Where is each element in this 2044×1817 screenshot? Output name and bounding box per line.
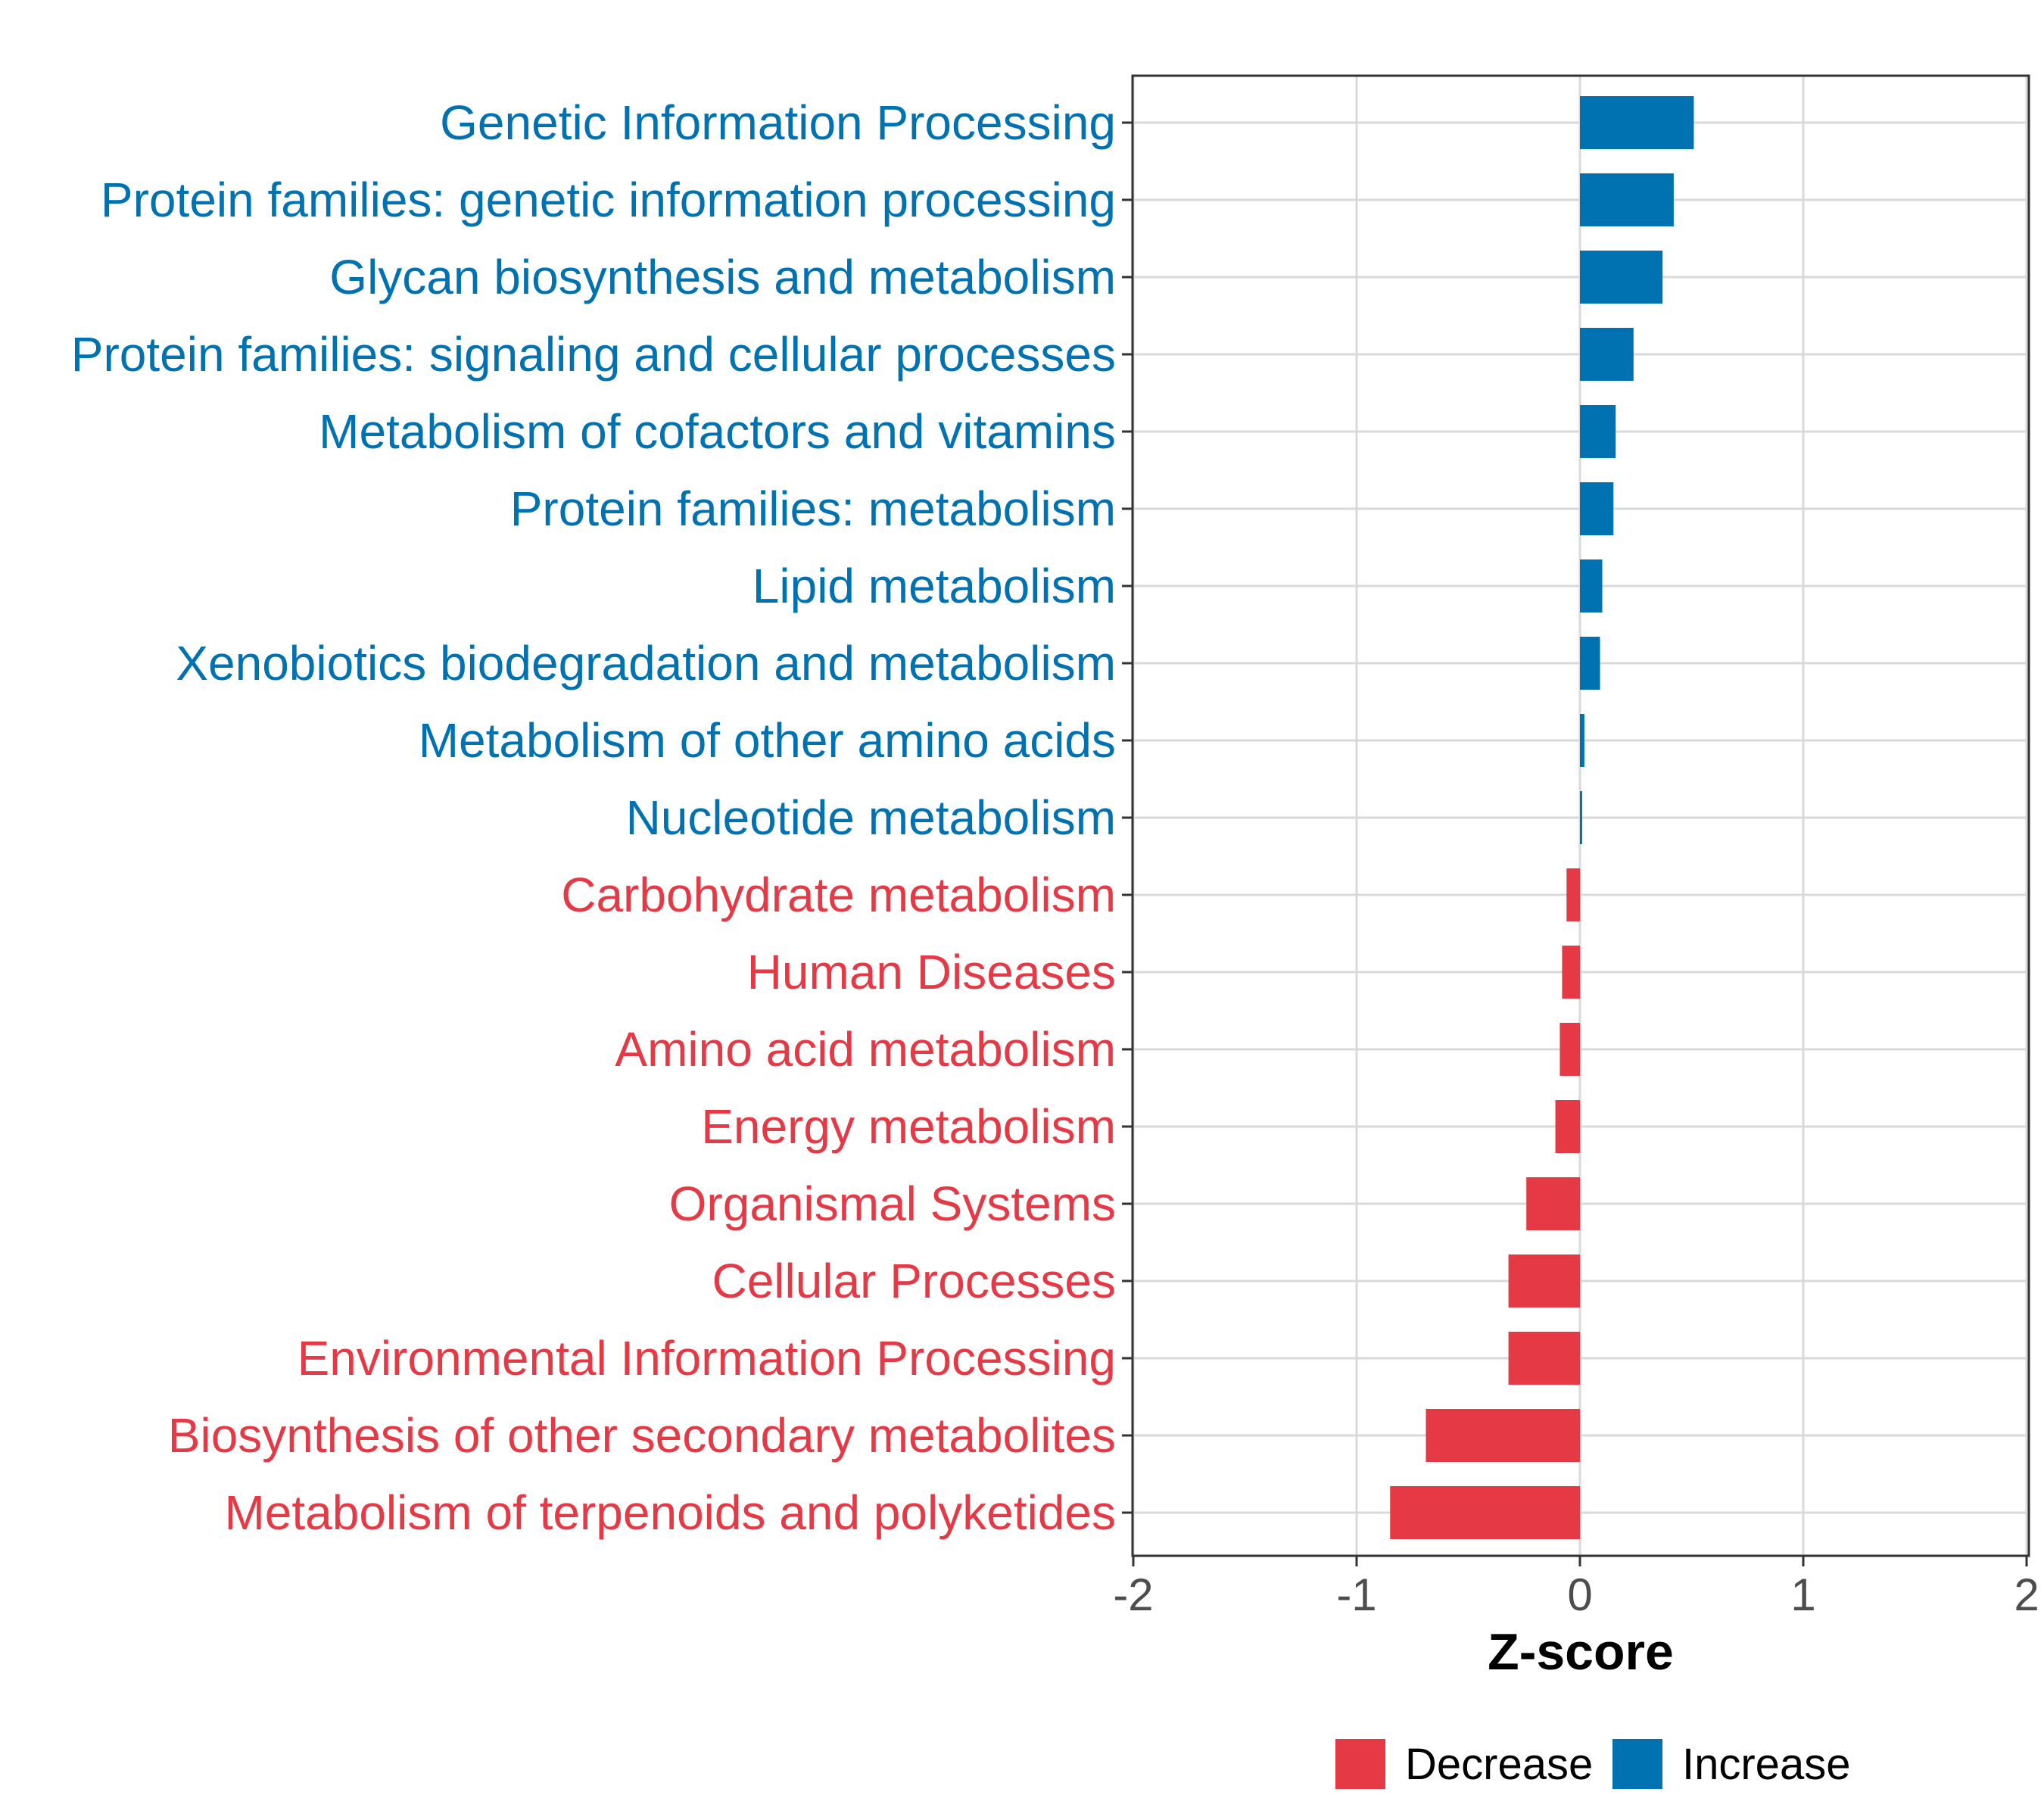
x-tick-label: 2	[2014, 1569, 2039, 1620]
legend: Decrease Increase	[1335, 1739, 1850, 1789]
x-tick-label: 1	[1790, 1569, 1815, 1620]
bar	[1580, 251, 1663, 304]
legend-swatch	[1612, 1739, 1662, 1789]
x-tick-label: -1	[1336, 1569, 1376, 1620]
bar	[1555, 1100, 1580, 1153]
category-label: Xenobiotics biodegradation and metabolis…	[176, 636, 1116, 690]
bar	[1508, 1254, 1580, 1307]
category-label: Metabolism of other amino acids	[419, 713, 1116, 768]
x-axis: -2 -1 0 1 2	[1113, 121, 2039, 1620]
bar	[1508, 1332, 1580, 1385]
bar	[1580, 482, 1614, 535]
bar	[1562, 946, 1580, 999]
category-label: Protein families: genetic information pr…	[101, 173, 1116, 227]
x-tick-label: 0	[1567, 1569, 1592, 1620]
category-label: Energy metabolism	[701, 1099, 1116, 1154]
category-label: Cellular Processes	[712, 1254, 1116, 1308]
bar	[1580, 405, 1616, 458]
category-label: Human Diseases	[747, 945, 1116, 999]
category-label: Amino acid metabolism	[615, 1022, 1116, 1077]
bar	[1559, 1023, 1580, 1076]
category-label: Environmental Information Processing	[298, 1331, 1116, 1385]
category-label: Organismal Systems	[669, 1177, 1116, 1231]
x-axis-title: Z-score	[1488, 1623, 1674, 1681]
category-label: Glycan biosynthesis and metabolism	[329, 250, 1116, 304]
category-label: Lipid metabolism	[752, 559, 1116, 613]
bars	[1390, 96, 1694, 1539]
legend-label: Increase	[1682, 1740, 1850, 1789]
category-label: Protein families: metabolism	[510, 482, 1116, 536]
bar	[1426, 1409, 1580, 1462]
legend-label: Decrease	[1405, 1740, 1593, 1789]
bar	[1580, 714, 1584, 767]
bar	[1580, 328, 1634, 381]
category-label: Biosynthesis of other secondary metaboli…	[168, 1408, 1116, 1463]
category-labels: Genetic Information Processing Protein fa…	[71, 95, 1116, 1540]
bar	[1580, 637, 1600, 690]
category-label: Metabolism of terpenoids and polyketides	[224, 1485, 1116, 1540]
category-label: Protein families: signaling and cellular…	[71, 327, 1116, 382]
category-label: Genetic Information Processing	[440, 95, 1116, 150]
bar	[1526, 1177, 1580, 1230]
category-label: Carbohydrate metabolism	[561, 868, 1116, 922]
bar	[1580, 173, 1674, 226]
bar	[1580, 96, 1694, 149]
legend-swatch	[1335, 1739, 1385, 1789]
bar	[1390, 1486, 1580, 1539]
x-tick-label: -2	[1113, 1569, 1153, 1620]
bar	[1580, 559, 1603, 612]
bar	[1566, 868, 1580, 921]
category-label: Metabolism of cofactors and vitamins	[319, 404, 1116, 459]
category-label: Nucleotide metabolism	[626, 790, 1116, 845]
bar	[1580, 791, 1582, 844]
